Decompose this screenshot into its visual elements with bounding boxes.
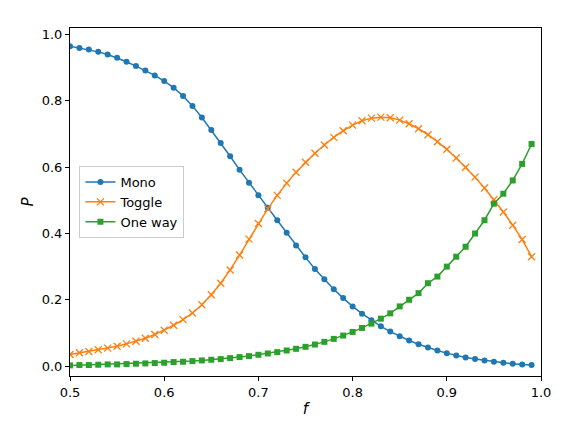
svg-text:0.2: 0.2 [42,292,63,307]
svg-text:f: f [303,400,311,418]
svg-text:0.6: 0.6 [42,160,63,175]
svg-text:Mono: Mono [120,175,155,190]
svg-text:1.0: 1.0 [531,385,552,400]
svg-text:0.8: 0.8 [342,385,363,400]
svg-text:0.4: 0.4 [42,226,63,241]
svg-text:One way: One way [120,215,177,230]
svg-text:0.5: 0.5 [60,385,81,400]
svg-text:0.0: 0.0 [42,359,63,374]
svg-text:P: P [19,197,37,207]
svg-text:0.6: 0.6 [154,385,175,400]
svg-text:0.8: 0.8 [42,93,63,108]
svg-text:0.7: 0.7 [248,385,269,400]
svg-text:1.0: 1.0 [42,27,63,42]
svg-text:0.9: 0.9 [436,385,457,400]
svg-text:Toggle: Toggle [119,195,162,210]
